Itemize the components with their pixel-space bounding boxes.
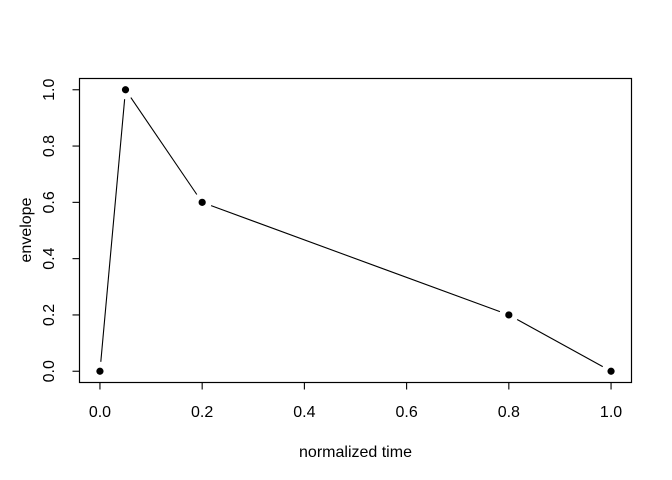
y-axis-title: envelope	[18, 197, 35, 262]
x-tick-label: 0.0	[89, 404, 111, 421]
y-tick-label: 0.2	[41, 304, 58, 326]
x-axis-title: normalized time	[299, 444, 412, 461]
y-tick-label: 0.0	[41, 360, 58, 382]
series-line-segment	[100, 99, 126, 362]
y-tick-label: 0.8	[41, 135, 58, 157]
x-tick-label: 1.0	[600, 404, 622, 421]
data-point	[607, 367, 615, 375]
data-point	[505, 311, 513, 319]
y-tick-label: 0.4	[41, 247, 58, 269]
data-point	[96, 367, 104, 375]
plot-frame	[78, 77, 633, 384]
x-tick-label: 0.2	[191, 404, 213, 421]
series-layer	[96, 86, 615, 375]
series-line-segment	[130, 97, 198, 195]
y-tick-label: 0.6	[41, 191, 58, 213]
x-tick-label: 0.6	[395, 404, 417, 421]
y-tick-label: 1.0	[41, 79, 58, 101]
series-line-segment	[210, 205, 501, 313]
data-point	[198, 198, 206, 206]
series-line-segment	[516, 319, 603, 368]
data-point	[121, 86, 130, 94]
x-tick-label: 0.8	[498, 404, 520, 421]
x-tick-label: 0.4	[293, 404, 315, 421]
axes-layer: 0.0 0.2 0.4 0.6 0.8 1.0 0.0 0.2 0.4 0.6 0.8 1.0	[41, 79, 622, 421]
